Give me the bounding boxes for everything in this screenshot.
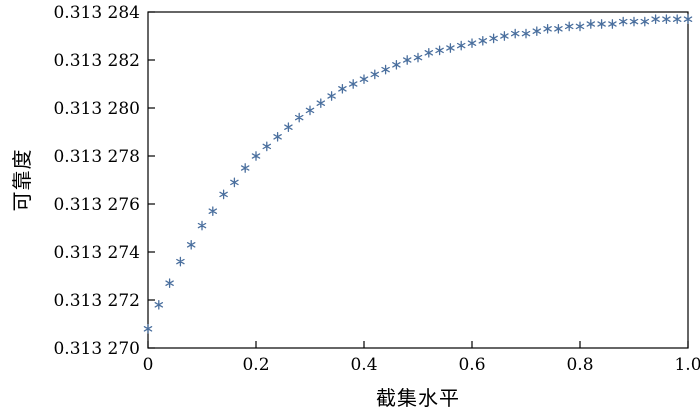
- x-tick-label: 0.2: [242, 355, 269, 375]
- y-tick-label: 0.313 274: [53, 243, 140, 263]
- scatter-markers: [143, 14, 693, 334]
- y-tick-label: 0.313 284: [53, 3, 140, 23]
- y-tick-label: 0.313 272: [53, 291, 140, 311]
- x-tick-label: 1.0: [674, 355, 700, 375]
- y-tick-label: 0.313 270: [53, 339, 140, 359]
- x-axis-label: 截集水平: [376, 386, 460, 410]
- x-tick-label: 0.8: [566, 355, 593, 375]
- y-tick-label: 0.313 278: [53, 147, 140, 167]
- x-tick-label: 0: [143, 355, 154, 375]
- y-tick-label: 0.313 282: [53, 51, 140, 71]
- x-tick-label: 0.4: [350, 355, 377, 375]
- y-tick-label: 0.313 280: [53, 99, 140, 119]
- y-tick-label: 0.313 276: [53, 195, 140, 215]
- y-axis-label: 可靠度: [10, 148, 34, 212]
- x-tick-label: 0.6: [458, 355, 485, 375]
